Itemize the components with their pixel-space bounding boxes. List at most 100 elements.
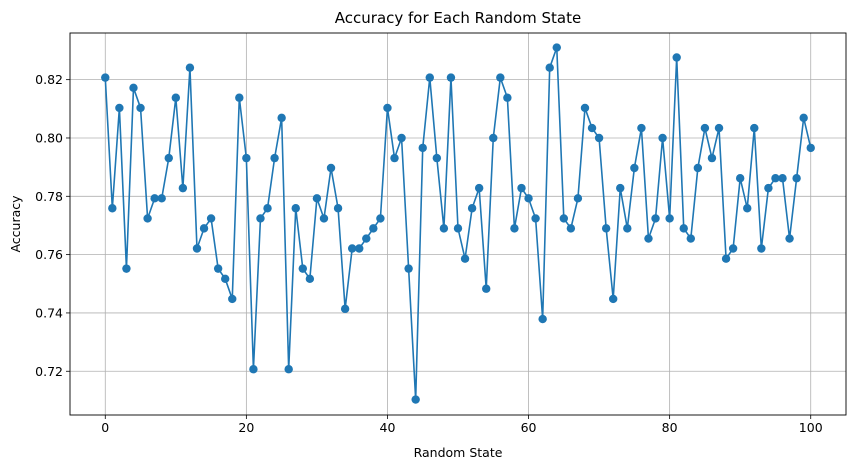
data-point [108, 204, 117, 213]
data-point [291, 204, 300, 213]
data-point [411, 395, 420, 404]
data-point [559, 214, 569, 223]
data-point [482, 284, 491, 293]
data-point [686, 234, 695, 243]
data-point [228, 294, 237, 304]
data-point [277, 113, 286, 123]
data-point [573, 194, 583, 203]
data-point [369, 224, 378, 233]
data-point [601, 224, 611, 233]
data-point [383, 103, 392, 113]
data-point [778, 174, 787, 183]
y-tick-label: 0.80 [35, 130, 63, 145]
data-point [735, 174, 745, 183]
data-point [665, 214, 674, 223]
data-point [764, 183, 773, 193]
data-point [806, 143, 815, 153]
data-point [256, 214, 265, 223]
y-tick-label: 0.72 [35, 364, 63, 379]
data-point [312, 194, 322, 203]
axis-ticks: 0 20 40 60 80 100 0.72 0.74 0.76 0.78 0.80 0.82 [35, 72, 823, 435]
data-point [115, 103, 124, 113]
data-point [425, 73, 434, 82]
data-point [192, 244, 202, 253]
data-point [609, 294, 618, 304]
data-point [206, 214, 216, 223]
x-tick-label: 60 [521, 420, 537, 435]
y-tick-label: 0.78 [35, 189, 63, 204]
data-point [750, 123, 759, 133]
y-tick-label: 0.76 [35, 247, 63, 262]
data-point [242, 153, 251, 163]
data-point [404, 264, 413, 273]
data-point [545, 63, 554, 72]
data-point [319, 214, 329, 223]
data-point [347, 244, 357, 253]
data-point [700, 123, 710, 133]
data-point [439, 224, 449, 233]
x-tick-label: 0 [101, 420, 109, 435]
data-point [333, 204, 343, 213]
data-point [693, 163, 703, 173]
data-point [623, 224, 632, 233]
data-point [587, 123, 597, 133]
data-point [785, 234, 794, 243]
data-point [305, 274, 315, 284]
data-point [707, 153, 717, 163]
data-point [503, 93, 512, 102]
data-point [164, 153, 173, 163]
data-point [185, 63, 195, 72]
data-point [171, 93, 181, 102]
data-point [496, 73, 505, 82]
data-point [489, 133, 498, 143]
data-point [326, 163, 336, 173]
x-tick-label: 100 [799, 420, 823, 435]
chart-title: Accuracy for Each Random State [335, 9, 581, 27]
data-point [270, 153, 279, 163]
data-point [362, 234, 371, 243]
data-point [263, 204, 272, 213]
data-point [552, 43, 561, 52]
data-point [594, 133, 604, 143]
data-point [771, 174, 780, 183]
data-point [298, 264, 307, 273]
data-point [178, 183, 188, 193]
data-point [397, 133, 406, 143]
data-point [340, 304, 350, 314]
x-axis-label: Random State [414, 445, 503, 460]
data-point [453, 224, 463, 233]
data-point [580, 103, 590, 113]
data-point [728, 244, 738, 253]
data-point [524, 194, 533, 203]
data-point [221, 274, 230, 284]
data-point [630, 163, 639, 173]
data-point [143, 214, 152, 223]
data-point [101, 73, 110, 82]
y-axis-label: Accuracy [8, 195, 23, 253]
y-tick-label: 0.82 [35, 72, 63, 87]
data-point [743, 204, 752, 213]
data-point [714, 123, 724, 133]
data-point [510, 224, 519, 233]
data-point [757, 244, 766, 253]
data-point [672, 53, 681, 62]
data-point [517, 183, 526, 193]
data-point [637, 123, 646, 133]
data-point [213, 264, 223, 273]
data-point [616, 183, 625, 193]
data-point [249, 365, 258, 374]
y-tick-label: 0.74 [35, 305, 63, 320]
data-point [199, 224, 209, 233]
data-point [474, 183, 484, 193]
data-point [467, 204, 477, 213]
data-point [284, 365, 293, 374]
x-tick-label: 40 [380, 420, 396, 435]
data-point [644, 234, 653, 243]
data-point [432, 153, 442, 163]
data-point [157, 194, 166, 203]
data-point [355, 244, 364, 253]
data-point [136, 103, 145, 113]
x-tick-label: 80 [662, 420, 678, 435]
data-point [418, 143, 427, 153]
